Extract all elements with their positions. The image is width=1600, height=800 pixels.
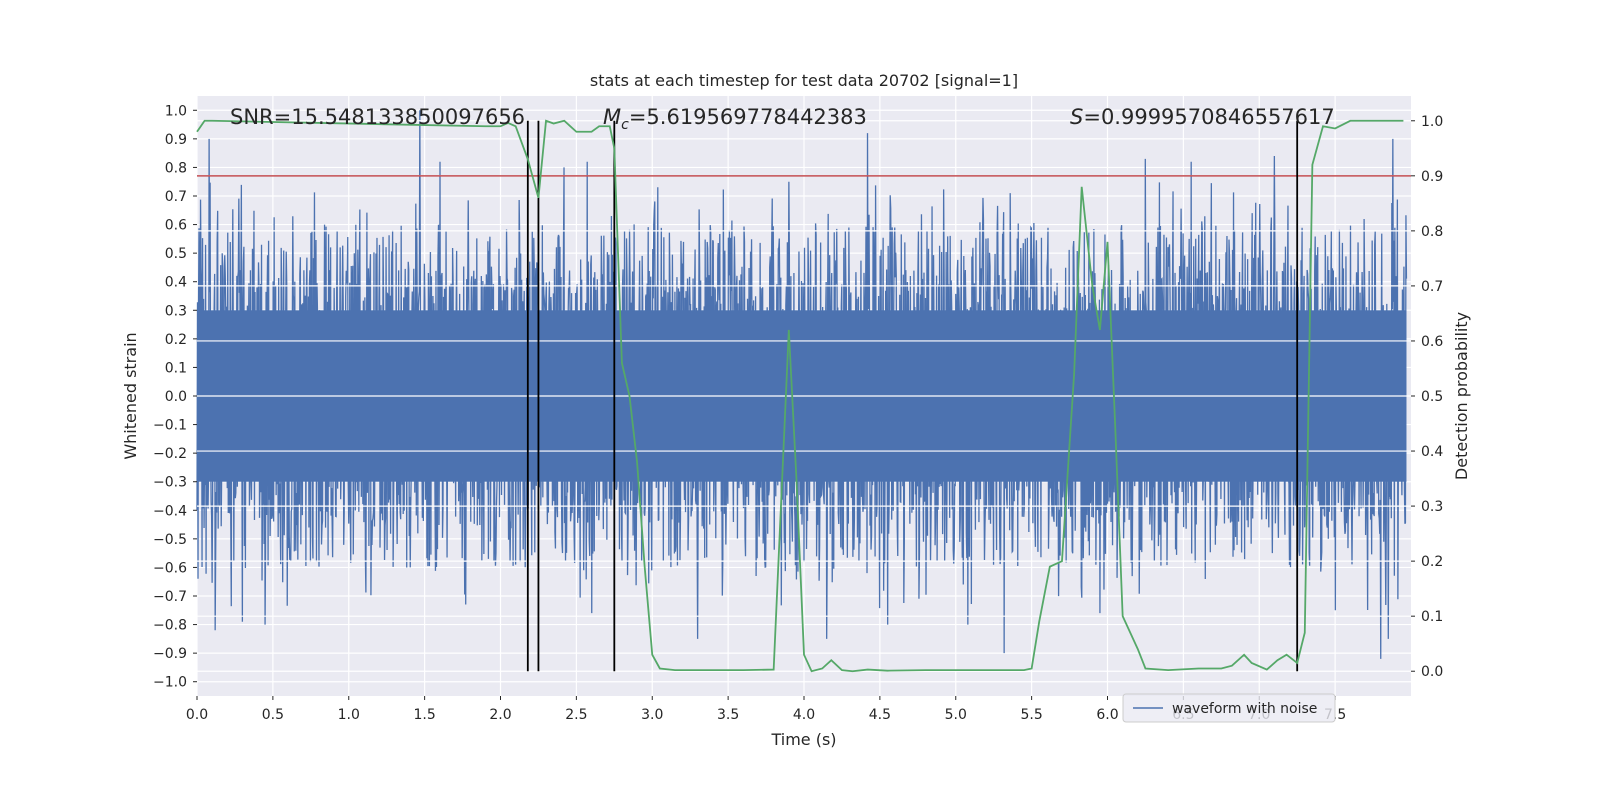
right-tick-label: 0.0 [1421,664,1443,680]
left-tick-label: −0.9 [153,646,187,662]
right-tick-label: 0.5 [1421,389,1443,405]
x-tick-label: 0.5 [262,707,284,723]
probability-line [196,119,1404,673]
left-tick-label: 1.0 [165,103,187,119]
x-tick-label: 5.5 [1020,707,1042,723]
right-tick-label: 0.8 [1421,224,1443,240]
snr-annotation: SNR=15.548133850097656 [230,105,525,129]
left-tick-label: 0.7 [165,189,187,205]
probability-series [196,119,1404,673]
right-tick-label: 0.9 [1421,169,1443,185]
right-tick-label: 0.6 [1421,334,1443,350]
chirp-mass-annotation: Mc=5.619569778442383 [603,105,867,133]
left-tick-label: 0.1 [165,360,187,376]
left-tick-label: −1.0 [153,675,187,691]
right-tick-label: 0.3 [1421,499,1443,515]
left-tick-label: −0.5 [153,532,187,548]
x-tick-label: 0.0 [186,707,208,723]
score-symbol: S [1070,105,1083,129]
event-lines [526,120,1299,672]
right-tick-label: 1.0 [1421,114,1443,130]
score-value: =0.9999570846557617 [1083,105,1334,129]
left-axis-ticks: −1.0 −0.9 −0.8 −0.7 −0.6 −0.5 −0.4 −0.3 −0.2 −0.1… [153,103,197,691]
chirp-mass-value: =5.619569778442383 [629,105,867,129]
chirp-mass-symbol: M [603,105,621,129]
left-tick-label: −0.4 [153,503,187,519]
x-tick-label: 1.0 [338,707,360,723]
right-axis-ticks: 0.0 0.1 0.2 0.3 0.4 0.5 0.6 0.7 0.8 0.9 1.0 [1411,114,1443,680]
legend-entry: waveform with noise [1172,701,1317,717]
left-tick-label: 0.2 [165,332,187,348]
left-tick-label: 0.8 [165,160,187,176]
x-tick-label: 4.5 [869,707,891,723]
left-tick-label: 0.3 [165,303,187,319]
left-tick-label: −0.2 [153,446,187,462]
x-tick-label: 3.0 [641,707,663,723]
x-tick-label: 6.0 [1096,707,1118,723]
x-tick-label: 4.0 [793,707,815,723]
left-tick-label: 0.0 [165,389,187,405]
left-tick-label: −0.8 [153,618,187,634]
left-axis-label: Whitened strain [121,332,140,459]
x-tick-label: 3.5 [717,707,739,723]
legend: waveform with noise [1122,693,1336,723]
left-tick-label: 0.5 [165,246,187,262]
x-tick-label: 2.0 [489,707,511,723]
left-tick-label: −0.6 [153,560,187,576]
legend-box [1122,693,1336,723]
left-tick-label: 0.6 [165,218,187,234]
right-tick-label: 0.7 [1421,279,1443,295]
chirp-mass-subscript: c [621,117,629,133]
x-tick-label: 1.5 [413,707,435,723]
x-tick-label: 5.0 [945,707,967,723]
x-tick-label: 2.5 [565,707,587,723]
x-axis-label: Time (s) [770,730,836,749]
left-tick-label: 0.4 [165,275,187,291]
left-tick-label: −0.1 [153,418,187,434]
right-tick-label: 0.1 [1421,609,1443,625]
left-tick-label: −0.3 [153,475,187,491]
right-tick-label: 0.2 [1421,554,1443,570]
left-tick-label: −0.7 [153,589,187,605]
score-annotation: S=0.9999570846557617 [1070,105,1335,129]
chart-title: stats at each timestep for test data 207… [590,71,1018,90]
left-tick-label: 0.9 [165,132,187,148]
right-tick-label: 0.4 [1421,444,1443,460]
right-axis-label: Detection probability [1452,312,1471,480]
